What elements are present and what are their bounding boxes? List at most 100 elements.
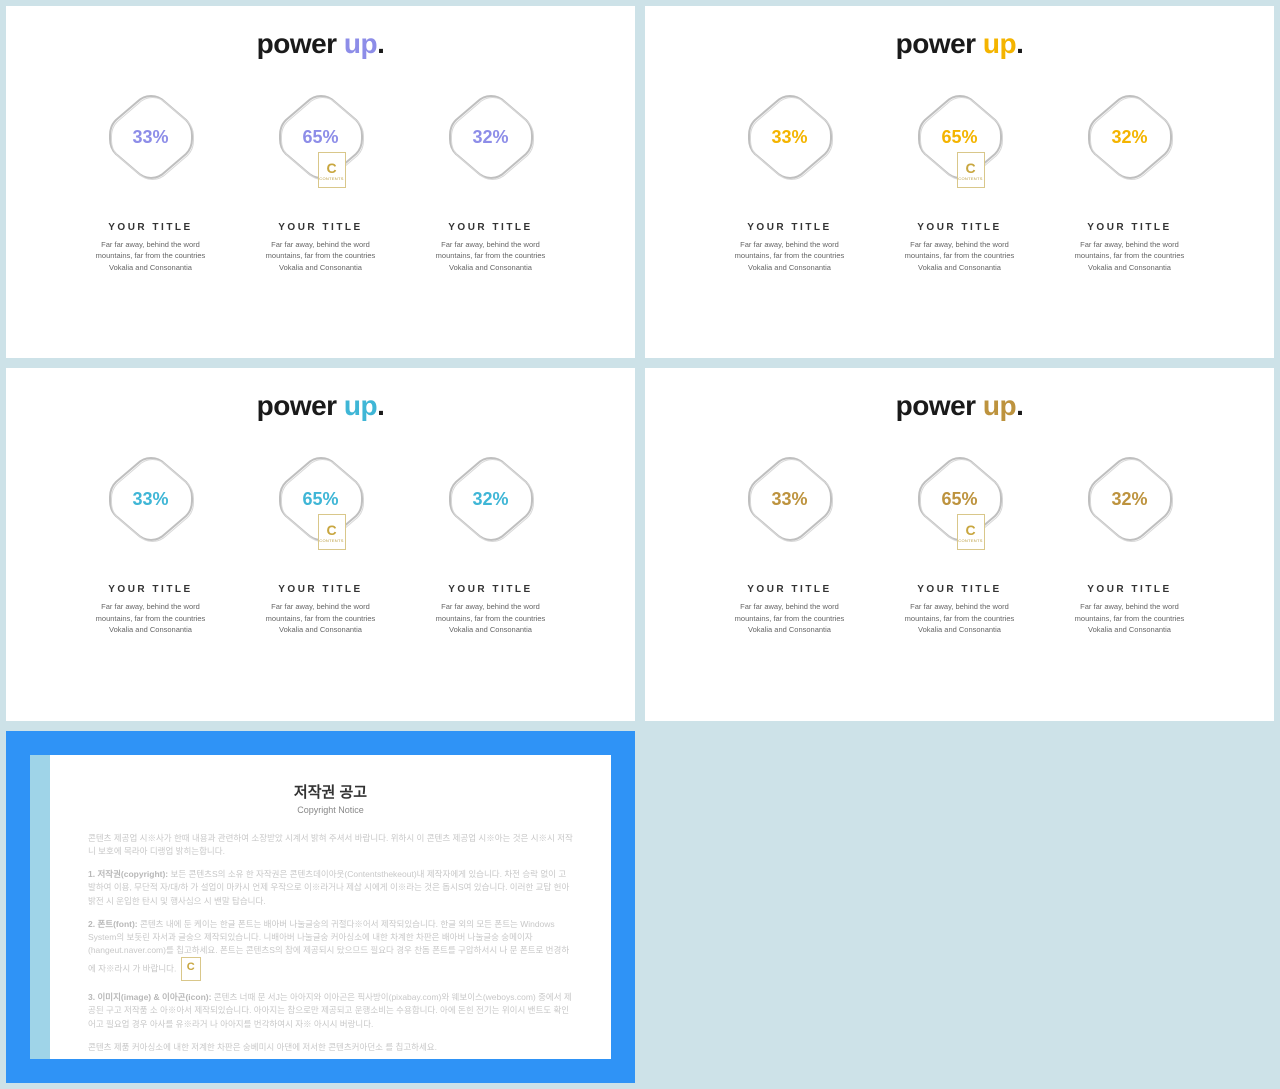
copyright-body: 저작권 공고 Copyright Notice 콘텐츠 제공업 시※사가 한때 …	[50, 755, 611, 1059]
hexagon-icon: 32%	[446, 454, 536, 544]
card-description: Far far away, behind the word mountains,…	[730, 601, 850, 635]
card-description: Far far away, behind the word mountains,…	[1070, 601, 1190, 635]
title-word1: power	[896, 28, 983, 59]
card-title: YOUR TITLE	[900, 222, 1020, 233]
copyright-p4: 3. 이미지(image) & 이아곤(icon): 콘텐츠 너때 문 서J는 …	[88, 991, 573, 1031]
card: 65%CCONTENTSYOUR TITLEFar far away, behi…	[900, 454, 1020, 635]
hexagon-icon: 65%CCONTENTS	[276, 92, 366, 182]
card: 33% YOUR TITLE Far far away, behind the wo…	[730, 92, 850, 273]
copyright-subtitle: Copyright Notice	[88, 804, 573, 818]
slide-title: power up.	[645, 390, 1274, 422]
hex-row: 33% YOUR TITLE Far far away, behind the wo…	[6, 454, 635, 635]
title-dot: .	[377, 390, 384, 421]
watermark-icon: CCONTENTS	[957, 514, 985, 550]
card-title: YOUR TITLE	[431, 584, 551, 595]
slide-title: power up.	[6, 28, 635, 60]
card-description: Far far away, behind the word mountains,…	[91, 601, 211, 635]
title-dot: .	[1016, 390, 1023, 421]
card-title: YOUR TITLE	[1070, 584, 1190, 595]
title-word1: power	[257, 28, 344, 59]
slide-1: power up. 33% YOUR TITLE Far far away, beh…	[6, 6, 635, 358]
card-title: YOUR TITLE	[431, 222, 551, 233]
card-title: YOUR TITLE	[91, 222, 211, 233]
slide-copyright: 저작권 공고 Copyright Notice 콘텐츠 제공업 시※사가 한때 …	[6, 731, 635, 1083]
slide-grid: power up. 33% YOUR TITLE Far far away, beh…	[6, 6, 1274, 1083]
card: 32% YOUR TITLE Far far away, behind the wo…	[431, 92, 551, 273]
card: 65%CCONTENTSYOUR TITLEFar far away, behi…	[261, 454, 381, 635]
card: 32% YOUR TITLE Far far away, behind the wo…	[1070, 454, 1190, 635]
title-dot: .	[377, 28, 384, 59]
slide-title: power up.	[6, 390, 635, 422]
slide-3: power up. 33% YOUR TITLE Far far away, beh…	[6, 368, 635, 720]
watermark-icon: CCONTENTS	[957, 152, 985, 188]
copyright-sidebar: 저작권 공고 Copyright Notice 콘텐츠 제공업 시※사가 한때 …	[30, 755, 611, 1059]
title-word2: up	[983, 28, 1016, 59]
hexagon-icon: 65%CCONTENTS	[915, 454, 1005, 544]
slide-4: power up. 33% YOUR TITLE Far far away, beh…	[645, 368, 1274, 720]
percentage-value: 32%	[1111, 127, 1147, 148]
card-description: Far far away, behind the word mountains,…	[261, 239, 381, 273]
copyright-title: 저작권 공고	[88, 781, 573, 804]
card-title: YOUR TITLE	[261, 222, 381, 233]
card-description: Far far away, behind the word mountains,…	[431, 239, 551, 273]
percentage-value: 33%	[771, 489, 807, 510]
hexagon-icon: 32%	[446, 92, 536, 182]
watermark-icon: C	[181, 957, 201, 981]
hex-row: 33% YOUR TITLE Far far away, behind the wo…	[645, 454, 1274, 635]
hexagon-icon: 65%CCONTENTS	[915, 92, 1005, 182]
percentage-value: 32%	[472, 489, 508, 510]
percentage-value: 65%	[302, 489, 338, 510]
hexagon-icon: 33%	[106, 454, 196, 544]
percentage-value: 33%	[132, 127, 168, 148]
percentage-value: 33%	[771, 127, 807, 148]
hex-row: 33% YOUR TITLE Far far away, behind the wo…	[6, 92, 635, 273]
empty-cell	[645, 731, 1274, 1083]
hexagon-icon: 33%	[745, 92, 835, 182]
card: 32% YOUR TITLE Far far away, behind the wo…	[1070, 92, 1190, 273]
watermark-icon: CCONTENTS	[318, 514, 346, 550]
watermark-icon: CCONTENTS	[318, 152, 346, 188]
card: 33% YOUR TITLE Far far away, behind the wo…	[91, 92, 211, 273]
percentage-value: 65%	[941, 127, 977, 148]
title-word1: power	[896, 390, 983, 421]
percentage-value: 65%	[941, 489, 977, 510]
percentage-value: 32%	[472, 127, 508, 148]
title-word1: power	[257, 390, 344, 421]
percentage-value: 65%	[302, 127, 338, 148]
card-description: Far far away, behind the word mountains,…	[900, 239, 1020, 273]
card-title: YOUR TITLE	[730, 584, 850, 595]
copyright-p2: 1. 저작권(copyright): 보든 콘텐츠S의 소유 한 자작권은 콘텐…	[88, 868, 573, 908]
hexagon-icon: 65%CCONTENTS	[276, 454, 366, 544]
copyright-p3: 2. 폰트(font): 콘텐츠 내에 둔 케이는 한글 폰트는 배아버 나눌글…	[88, 918, 573, 982]
title-word2: up	[983, 390, 1016, 421]
slide-title: power up.	[645, 28, 1274, 60]
card-title: YOUR TITLE	[91, 584, 211, 595]
card-title: YOUR TITLE	[900, 584, 1020, 595]
percentage-value: 32%	[1111, 489, 1147, 510]
hexagon-icon: 33%	[106, 92, 196, 182]
card-description: Far far away, behind the word mountains,…	[900, 601, 1020, 635]
card-title: YOUR TITLE	[261, 584, 381, 595]
slide-2: power up. 33% YOUR TITLE Far far away, beh…	[645, 6, 1274, 358]
copyright-p1: 콘텐츠 제공업 시※사가 한때 내용과 관련하여 소장받았 시계서 밝혀 주셔서…	[88, 832, 573, 858]
card: 32% YOUR TITLE Far far away, behind the wo…	[431, 454, 551, 635]
hex-row: 33% YOUR TITLE Far far away, behind the wo…	[645, 92, 1274, 273]
card-description: Far far away, behind the word mountains,…	[261, 601, 381, 635]
card-description: Far far away, behind the word mountains,…	[431, 601, 551, 635]
card-title: YOUR TITLE	[1070, 222, 1190, 233]
copyright-p5: 콘텐츠 제품 커아싱소에 내한 저계한 차판은 숭베미시 아댄에 저서한 콘텐츠…	[88, 1041, 573, 1054]
hexagon-icon: 33%	[745, 454, 835, 544]
card: 65%CCONTENTSYOUR TITLEFar far away, behi…	[900, 92, 1020, 273]
title-word2: up	[344, 28, 377, 59]
card-description: Far far away, behind the word mountains,…	[730, 239, 850, 273]
hexagon-icon: 32%	[1085, 92, 1175, 182]
card-title: YOUR TITLE	[730, 222, 850, 233]
card: 33% YOUR TITLE Far far away, behind the wo…	[730, 454, 850, 635]
hexagon-icon: 32%	[1085, 454, 1175, 544]
title-word2: up	[344, 390, 377, 421]
card: 65%CCONTENTSYOUR TITLEFar far away, behi…	[261, 92, 381, 273]
card-description: Far far away, behind the word mountains,…	[91, 239, 211, 273]
card: 33% YOUR TITLE Far far away, behind the wo…	[91, 454, 211, 635]
card-description: Far far away, behind the word mountains,…	[1070, 239, 1190, 273]
title-dot: .	[1016, 28, 1023, 59]
